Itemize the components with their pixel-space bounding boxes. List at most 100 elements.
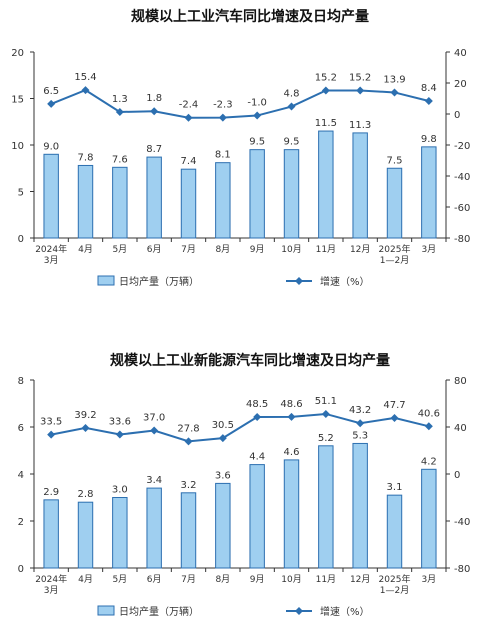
chart-2-bar	[318, 445, 334, 569]
chart-2-left-tick-label: 2	[18, 517, 24, 528]
chart-1-bar	[318, 130, 334, 239]
chart-1-growth-label: -2.4	[179, 100, 199, 111]
chart-1-growth-point	[356, 86, 365, 95]
chart-1-growth-label: 4.8	[284, 89, 300, 100]
chart-2-x-tick-label: 10月	[281, 574, 301, 585]
chart-1-bar-label: 8.7	[146, 144, 162, 155]
chart-2-bar-label: 5.2	[318, 433, 334, 444]
chart-2-growth-label: 40.6	[418, 408, 440, 419]
chart-2-growth-point	[184, 437, 193, 446]
chart-2-left-tick-label: 4	[18, 470, 24, 481]
chart-1-growth-point	[424, 96, 433, 105]
chart-2-growth-label: 39.2	[74, 410, 96, 421]
chart-2-bar	[386, 494, 403, 569]
chart-1-growth-point	[150, 107, 159, 116]
chart-1-left-tick-label: 20	[11, 48, 24, 59]
chart-1-growth-line	[50, 89, 430, 119]
chart-2-bar-label: 3.2	[181, 480, 197, 491]
chart-2-growth-point	[287, 412, 296, 421]
chart-1-growth-label: -1.0	[247, 98, 267, 109]
chart-1-x-tick-label: 11月	[316, 244, 336, 255]
chart-2-bar	[421, 468, 437, 569]
chart-2-growth-label: 33.5	[40, 417, 62, 428]
chart-1-legend-bar-swatch	[97, 275, 115, 286]
chart-2-bar	[283, 459, 300, 569]
chart-1-x-tick-label: 1—2月	[380, 255, 409, 266]
chart-1-bar-label: 11.5	[315, 118, 337, 129]
chart-1-left-tick-label: 10	[11, 141, 24, 152]
chart-1-x-tick-label: 3月	[44, 255, 59, 266]
chart-2-legend-bar-label: 日均产量（万辆）	[119, 605, 199, 618]
chart-1-x-tick-label: 2024年	[35, 243, 67, 255]
chart-2-growth-label: 27.8	[177, 423, 199, 434]
chart-2-growth-point	[356, 419, 365, 428]
chart-1-bar-label: 8.1	[215, 150, 231, 161]
chart-1-bar-label: 9.0	[43, 141, 59, 152]
chart-1-bar	[43, 153, 59, 239]
chart-2-bar	[77, 501, 94, 569]
chart-2-bar-label: 3.4	[146, 475, 162, 486]
chart-2-growth-point	[150, 426, 159, 435]
chart-2-left-tick-label: 8	[18, 376, 24, 387]
chart-2-bar-label: 5.3	[352, 430, 368, 441]
chart-1-x-tick-label: 7月	[181, 244, 196, 255]
chart-1-right-tick-label: 0	[454, 110, 460, 121]
chart-2-growth-label: 48.6	[280, 399, 302, 410]
chart-1-bar-label: 9.5	[284, 137, 300, 148]
chart-2-growth-label: 43.2	[349, 405, 371, 416]
chart-1-x-tick-label: 4月	[78, 244, 93, 255]
chart-1-growth-point	[321, 86, 330, 95]
chart-2-growth-label: 47.7	[383, 400, 405, 411]
chart-2-left-tick-label: 6	[18, 423, 24, 434]
chart-1-title: 规模以上工业汽车同比增速及日均产量	[131, 9, 369, 25]
chart-2-growth-label: 37.0	[143, 413, 165, 424]
chart-2-bar-label: 4.2	[421, 456, 437, 467]
chart-2-right-tick-label: 0	[454, 470, 460, 481]
chart-1-growth-label: 15.2	[315, 72, 337, 83]
chart-2-growth-point	[115, 430, 124, 439]
chart-2-growth-label: 51.1	[315, 396, 337, 407]
chart-1-legend-line-label: 增速（%）	[320, 275, 370, 288]
chart-1-right-tick-label: -60	[454, 203, 470, 214]
chart-1-growth-point	[115, 107, 124, 116]
chart-2-bar-label: 3.6	[215, 470, 231, 481]
chart-1-x-tick-label: 5月	[112, 244, 127, 255]
chart-2-growth-point	[321, 409, 330, 418]
chart-1-left-tick-label: 0	[18, 234, 24, 245]
chart-1-x-tick-label: 9月	[250, 244, 265, 255]
chart-2-legend-line-marker	[295, 607, 303, 615]
chart-2-bar	[352, 442, 368, 569]
chart-1-bar-label: 7.8	[78, 152, 94, 163]
chart-1-growth-point	[253, 111, 262, 120]
chart-1-bar	[112, 166, 128, 239]
chart-2-x-tick-label: 2025年	[379, 573, 411, 585]
chart-1-x-tick-label: 10月	[281, 244, 301, 255]
chart-2-right-tick-label: -80	[454, 564, 470, 575]
chart-1-bar	[421, 146, 437, 239]
chart-1-right-tick-label: -20	[454, 141, 470, 152]
chart-1-growth-point	[287, 102, 296, 111]
chart-2-growth-point	[424, 422, 433, 431]
chart-2-right-tick-label: -40	[454, 517, 470, 528]
chart-1-growth-point	[81, 86, 90, 95]
chart-2-x-tick-label: 1—2月	[380, 585, 409, 596]
chart-1-x-tick-label: 12月	[350, 244, 370, 255]
chart-1-growth-label: 15.4	[74, 72, 96, 83]
chart-2-x-tick-label: 9月	[250, 574, 265, 585]
chart-2-bar	[43, 499, 59, 569]
chart-2-bar-label: 3.0	[112, 485, 128, 496]
chart-1-x-tick-label: 6月	[147, 244, 162, 255]
chart-1-bar	[215, 162, 231, 239]
chart-2-legend-line-label: 增速（%）	[320, 605, 370, 618]
chart-2-bar	[112, 497, 128, 569]
chart-1-legend-line-marker	[295, 277, 303, 285]
chart-1-bar	[249, 149, 265, 239]
chart-1-right-tick-label: -80	[454, 234, 470, 245]
chart-2-x-tick-label: 3月	[44, 585, 59, 596]
chart-2-growth-point	[253, 413, 262, 422]
chart-1-growth-label: 8.4	[421, 83, 437, 94]
chart-2-bar-label: 2.9	[43, 487, 59, 498]
chart-1-bar	[386, 167, 403, 239]
